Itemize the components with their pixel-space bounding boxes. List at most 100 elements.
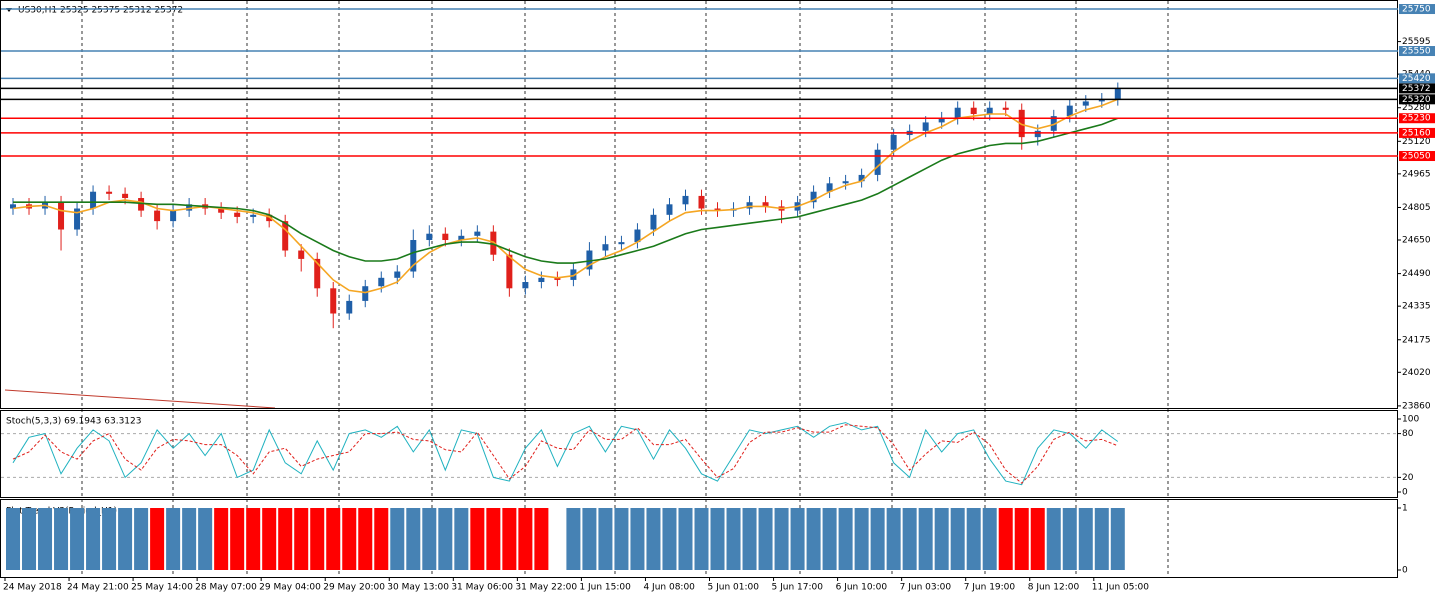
trend-bar	[998, 508, 1013, 570]
candle-body	[682, 195, 689, 205]
candle-body	[74, 208, 81, 230]
candle-body	[826, 183, 833, 192]
trend-bar	[502, 508, 517, 570]
candle-body	[282, 221, 289, 251]
trend-bar	[870, 508, 885, 570]
candle-body	[714, 208, 721, 211]
trend-bar	[854, 508, 869, 570]
candle-body	[698, 195, 705, 209]
price-level-box	[1399, 113, 1435, 124]
trend-bar	[310, 508, 325, 570]
main-panel	[0, 0, 1398, 409]
candle-body	[378, 277, 385, 287]
trend-bar	[582, 508, 597, 570]
candle-body	[1114, 88, 1121, 100]
trend-bar	[102, 508, 117, 570]
trend-bar	[294, 508, 309, 570]
candle-body	[746, 202, 753, 209]
candle-body	[10, 204, 17, 209]
trend-bar	[182, 508, 197, 570]
trend-bar	[454, 508, 469, 570]
candle-body	[938, 118, 945, 123]
trend-bar	[390, 508, 405, 570]
chart-title: US30,H1 25325 25375 25312 25372	[18, 6, 183, 16]
candle-body	[474, 231, 481, 236]
candle-body	[250, 214, 257, 217]
trend-bar	[342, 508, 357, 570]
trend-bar	[886, 508, 901, 570]
candle-body	[1066, 105, 1073, 117]
x-tick-label: 5 Jun 17:00	[772, 583, 824, 593]
trend-bar	[1046, 508, 1061, 570]
candle-body	[986, 107, 993, 115]
y-tick-label: 1	[1402, 504, 1408, 514]
candle-body	[186, 204, 193, 211]
y-tick-label: 24175	[1402, 335, 1431, 345]
x-tick-label: 5 Jun 01:00	[708, 583, 760, 593]
y-tick-label: 24335	[1402, 302, 1431, 312]
x-tick-label: 8 Jun 12:00	[1028, 583, 1080, 593]
candle-body	[554, 277, 561, 280]
candle-body	[842, 181, 849, 184]
trend-bar	[1030, 508, 1045, 570]
candle-body	[874, 149, 881, 175]
price-level-label: 25320	[1402, 95, 1431, 105]
candle-body	[890, 135, 897, 150]
trend-bar	[518, 508, 533, 570]
candle-body	[1018, 109, 1025, 138]
price-level-label: 25160	[1402, 128, 1431, 138]
y-tick-label: 24805	[1402, 203, 1431, 213]
trend-bar	[326, 508, 341, 570]
trend-bar	[790, 508, 805, 570]
candle-body	[570, 269, 577, 280]
trend-bar	[6, 508, 21, 570]
candle-body	[538, 277, 545, 283]
trend-bar	[982, 508, 997, 570]
trend-bar	[166, 508, 181, 570]
trend-bar	[598, 508, 613, 570]
candle-body	[1082, 101, 1089, 106]
price-level-label: 25230	[1402, 114, 1431, 124]
trend-bar	[38, 508, 53, 570]
candle-body	[426, 233, 433, 241]
y-tick-label: 23860	[1402, 401, 1431, 411]
trend-bar	[134, 508, 149, 570]
candle-body	[810, 191, 817, 203]
x-tick-label: 28 May 07:00	[195, 583, 257, 593]
price-level-label: 25372	[1402, 84, 1431, 94]
candle-body	[410, 240, 417, 272]
x-tick-label: 24 May 21:00	[67, 583, 129, 593]
price-level-box	[1399, 94, 1435, 105]
candle-body	[762, 202, 769, 207]
candle-body	[618, 242, 625, 245]
trend-panel	[0, 499, 1398, 578]
trend-bar	[150, 508, 165, 570]
candle-body	[922, 122, 929, 131]
candle-body	[122, 193, 129, 199]
trend-bar	[54, 508, 69, 570]
stoch-panel	[0, 410, 1398, 498]
x-tick-label: 7 Jun 19:00	[964, 583, 1016, 593]
price-level-label: 25050	[1402, 152, 1431, 162]
trend-bar	[710, 508, 725, 570]
x-tick-label: 1 Jun 15:00	[579, 583, 631, 593]
trend-bar	[438, 508, 453, 570]
trend-bar	[86, 508, 101, 570]
candle-body	[858, 174, 865, 182]
trend-bar	[806, 508, 821, 570]
trend-bar	[838, 508, 853, 570]
trend-bar	[694, 508, 709, 570]
candle-body	[522, 282, 529, 289]
moving-average	[12, 98, 1119, 294]
trend-bar	[918, 508, 933, 570]
candle-body	[954, 107, 961, 119]
trend-bar	[950, 508, 965, 570]
candle-body	[298, 250, 305, 259]
candle-body	[346, 300, 353, 314]
trend-bar	[1014, 508, 1029, 570]
trend-bar	[198, 508, 213, 570]
price-level-label: 25750	[1402, 5, 1431, 15]
y-tick-label: 0	[1402, 566, 1408, 576]
candle-body	[586, 250, 593, 270]
trend-bar	[726, 508, 741, 570]
